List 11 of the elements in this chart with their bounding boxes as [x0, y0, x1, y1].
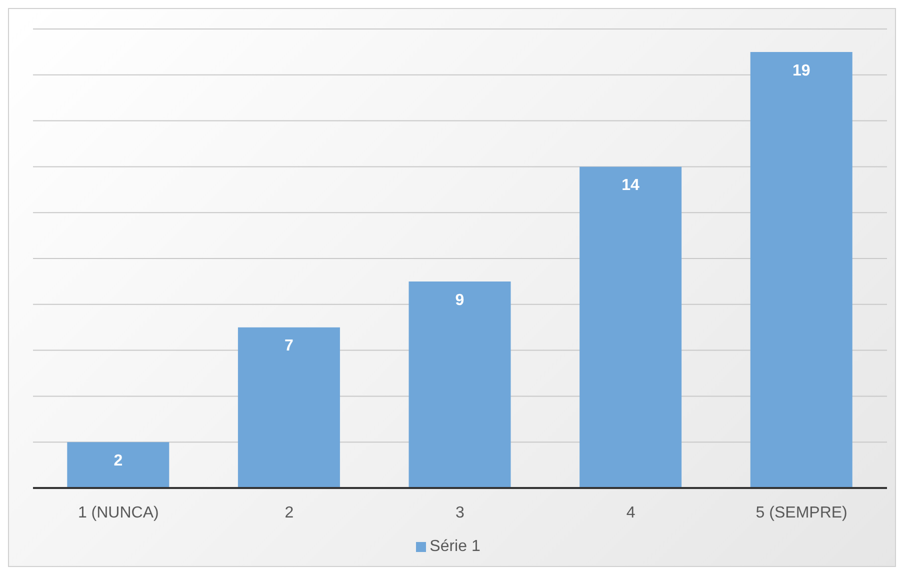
x-tick-label: 2 [284, 504, 294, 522]
data-label: 14 [622, 177, 640, 194]
data-label: 2 [114, 452, 123, 470]
x-tick-label: 4 [626, 504, 636, 522]
x-tick-label: 5 (SEMPRE) [756, 504, 848, 522]
data-label: 19 [792, 62, 810, 80]
data-label: 7 [284, 338, 294, 355]
x-tick-label: 1 (NUNCA) [78, 504, 159, 522]
x-tick-label: 3 [456, 504, 465, 522]
data-label: 9 [455, 292, 464, 309]
legend-label: Série 1 [430, 538, 480, 555]
